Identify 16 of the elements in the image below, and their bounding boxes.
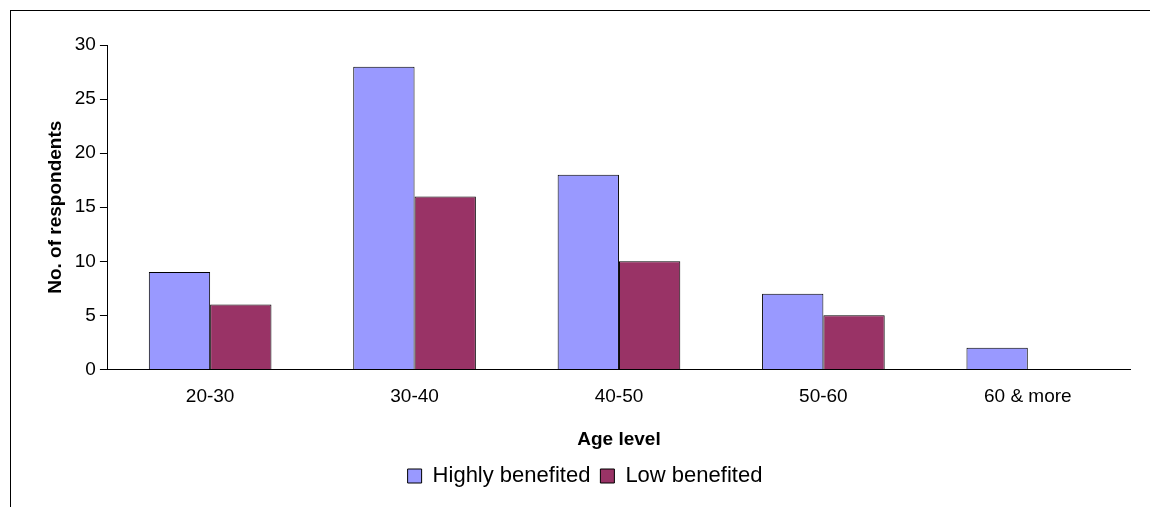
x-tick-label: 60 & more: [983, 385, 1072, 407]
legend-label: Low benefited: [625, 462, 763, 488]
y-tick-label: 0: [85, 357, 96, 379]
legend-label: Highly benefited: [432, 462, 591, 488]
y-axis-title: No. of respondents: [43, 120, 65, 294]
y-tick-label: 30: [74, 33, 96, 55]
x-tick-label: 40-50: [594, 385, 644, 407]
y-tick-label: 20: [74, 141, 96, 163]
y-tick-label: 25: [74, 87, 96, 109]
x-tick-label: 50-60: [799, 385, 848, 407]
y-tick-label: 5: [85, 303, 96, 325]
y-tick-label: 10: [74, 249, 96, 271]
x-tick-label: 30-40: [390, 385, 439, 407]
y-tick-label: 15: [74, 195, 96, 217]
x-axis-title: Age level: [577, 427, 661, 449]
x-tick-label: 20-30: [185, 385, 235, 407]
